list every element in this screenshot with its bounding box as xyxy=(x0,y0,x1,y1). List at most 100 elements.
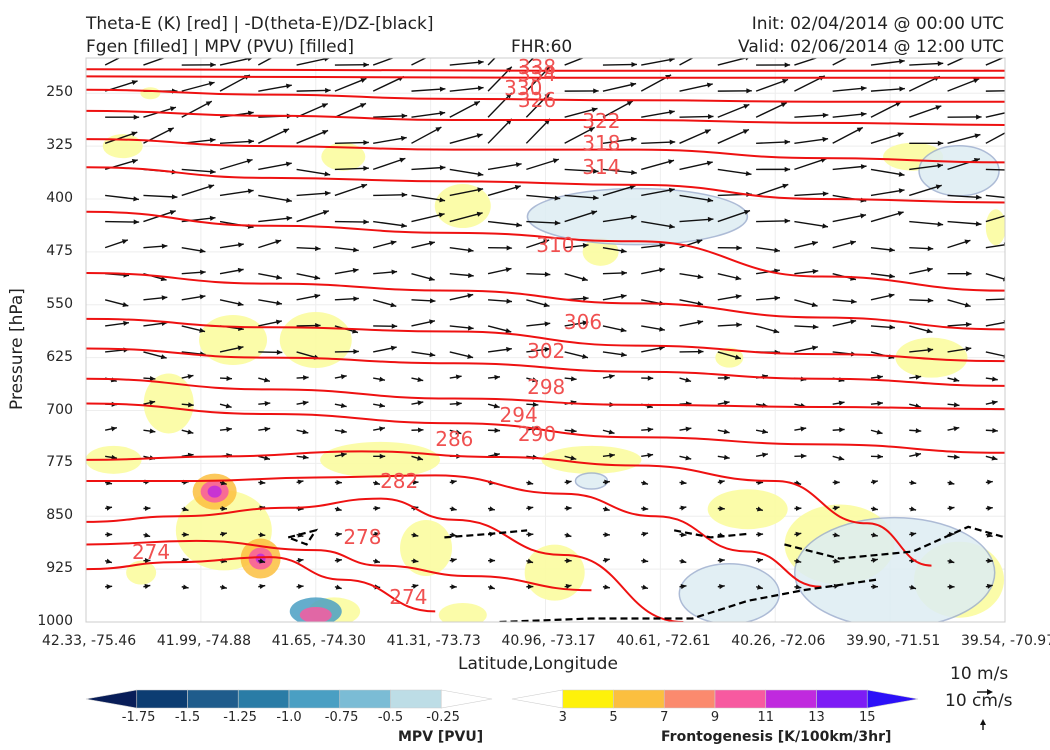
wind-vector-head xyxy=(937,163,943,169)
wind-vector-shaft xyxy=(526,158,560,171)
colorbar-swatch xyxy=(390,689,442,709)
wind-vector xyxy=(947,194,982,200)
wind-vector-head xyxy=(210,62,216,68)
wind-vector xyxy=(985,505,993,511)
wind-vector-head xyxy=(133,114,140,120)
plot-frame xyxy=(85,57,1006,623)
wind-vector-shaft xyxy=(334,102,367,118)
wind-vector-head xyxy=(379,426,385,432)
wind-vector xyxy=(794,240,818,249)
init-time: Init: 02/04/2014 @ 00:00 UTC xyxy=(751,14,1004,34)
title-line1: Theta-E (K) [red] | -D(theta-E)/DZ-[blac… xyxy=(86,14,434,34)
colorbar-tick: 13 xyxy=(808,710,825,725)
wind-vector-shaft xyxy=(372,75,405,92)
wind-vector-shaft xyxy=(373,115,408,118)
wind-vector xyxy=(602,584,610,590)
wind-vector-shaft xyxy=(411,126,442,144)
wind-vector xyxy=(219,345,244,353)
wind-vector-shaft xyxy=(794,138,829,144)
wind-vector xyxy=(258,215,293,223)
wind-vector-head xyxy=(877,400,883,407)
wind-vector xyxy=(985,127,1016,144)
wind-vector-head xyxy=(336,557,342,564)
wind-vector-shaft xyxy=(870,60,905,66)
wind-vector xyxy=(602,168,637,175)
wind-vector xyxy=(679,114,714,120)
wind-vector-shaft xyxy=(372,157,406,171)
wind-vector xyxy=(717,400,730,406)
wind-vector xyxy=(794,157,827,171)
wind-vector xyxy=(525,92,551,118)
wind-vector-head xyxy=(966,271,972,277)
wind-vector xyxy=(870,532,878,538)
wind-vector xyxy=(756,295,781,301)
wind-vector xyxy=(794,345,818,353)
wind-vector-head xyxy=(812,268,819,275)
wind-vector xyxy=(870,557,878,563)
wind-vector-head xyxy=(436,50,442,55)
wind-vector-head xyxy=(642,584,649,590)
wind-vector-head xyxy=(833,532,840,538)
wind-vector xyxy=(258,319,282,327)
wind-vector xyxy=(105,320,130,327)
wind-vector xyxy=(870,246,895,253)
wind-vector xyxy=(602,184,636,197)
wind-vector xyxy=(526,558,534,564)
wind-vector xyxy=(756,246,780,253)
wind-vector xyxy=(641,187,675,197)
wind-vector xyxy=(449,293,474,301)
colorbar-swatch xyxy=(339,689,391,709)
wind-vector-head xyxy=(910,531,917,537)
theta-e-contour-290 xyxy=(86,450,932,567)
wind-vector-head xyxy=(642,558,649,564)
wind-vector xyxy=(832,85,867,92)
wind-vector xyxy=(258,426,271,432)
wind-vector-shaft xyxy=(679,83,713,92)
wind-vector-shaft xyxy=(105,220,140,223)
wind-vector xyxy=(411,558,419,564)
colorbar-tick: -1.0 xyxy=(276,710,302,725)
wind-vector-head xyxy=(379,453,386,459)
wind-vector-shaft xyxy=(564,58,585,66)
contour-label: 338 xyxy=(517,55,557,80)
wind-vector-head xyxy=(604,584,610,590)
wind-vector-head xyxy=(275,239,282,245)
wind-vector xyxy=(602,270,627,276)
wind-vector-head xyxy=(1002,276,1005,282)
wind-vector xyxy=(985,211,1018,223)
wind-vector xyxy=(296,245,321,252)
wind-vector xyxy=(947,299,971,308)
wind-vector-head xyxy=(915,428,922,434)
wind-vector-shaft xyxy=(870,211,904,223)
wind-vector-shaft xyxy=(104,58,121,66)
wind-vector-head xyxy=(183,532,189,538)
wind-vector xyxy=(794,136,829,144)
wind-vector xyxy=(947,220,982,227)
wind-vector-shaft xyxy=(449,86,484,92)
wind-vector-head xyxy=(170,53,176,58)
wind-vector xyxy=(258,299,283,306)
colorbar-tick: -0.5 xyxy=(377,710,404,725)
fgen-fill-area xyxy=(438,602,487,622)
wind-vector xyxy=(641,558,649,564)
wind-vector-shaft xyxy=(641,110,675,118)
wind-vector-head xyxy=(642,531,649,537)
wind-vector-head xyxy=(872,532,878,538)
wind-vector xyxy=(411,240,436,249)
wind-vector xyxy=(564,88,599,94)
wind-vector-head xyxy=(160,354,167,360)
wind-vector-head xyxy=(1012,211,1018,216)
wind-vector-head xyxy=(336,531,342,537)
wind-vector xyxy=(181,81,215,92)
wind-vector xyxy=(909,452,922,458)
plot-area xyxy=(86,50,1018,622)
wind-vector-head xyxy=(322,210,329,215)
wind-vector-head xyxy=(169,210,176,215)
wind-vector-shaft xyxy=(411,166,446,171)
wind-vector-head xyxy=(590,52,596,57)
wind-vector xyxy=(755,102,788,118)
wind-vector-head xyxy=(1010,127,1016,132)
wind-vector-shaft xyxy=(564,126,596,144)
wind-vector xyxy=(487,506,496,512)
wind-vector xyxy=(219,375,233,381)
